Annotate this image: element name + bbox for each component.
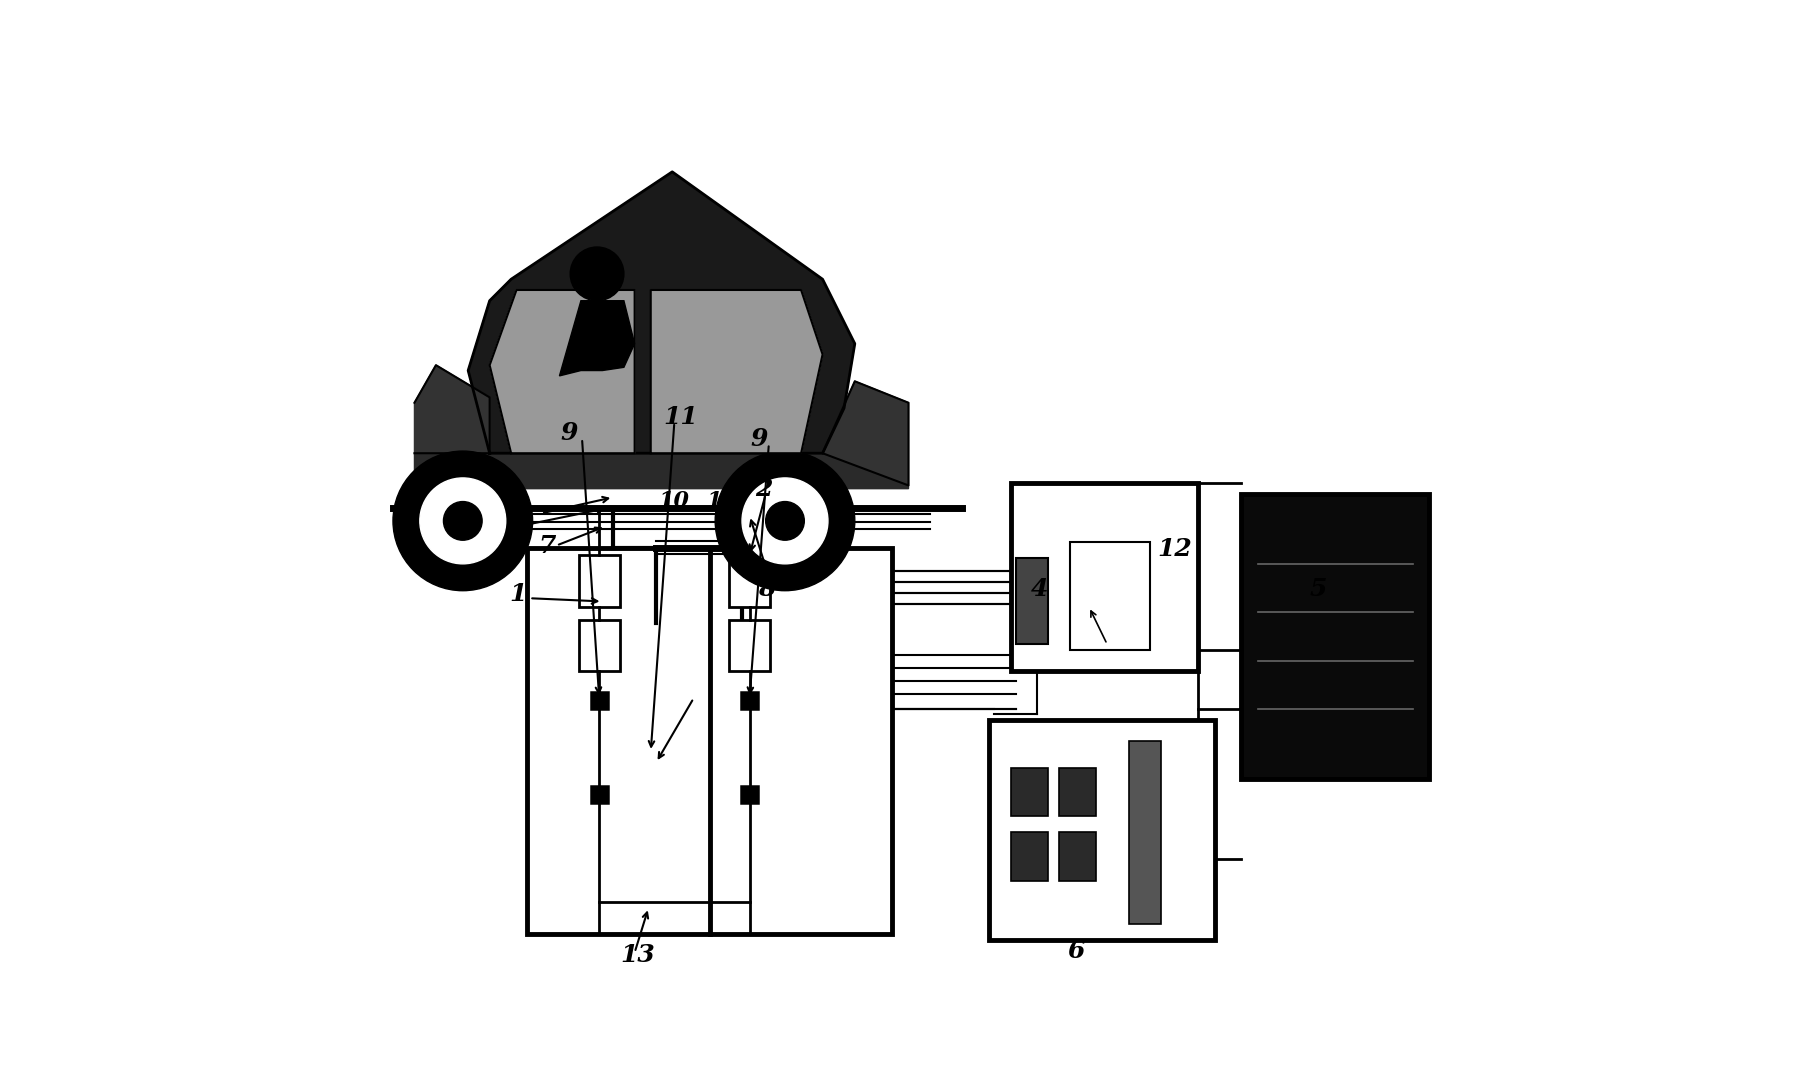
Bar — [527, 548, 892, 934]
Bar — [580, 555, 620, 607]
Bar — [988, 720, 1214, 940]
Bar — [741, 786, 758, 803]
Circle shape — [571, 247, 623, 301]
Text: 7: 7 — [538, 534, 556, 558]
Text: 12: 12 — [1157, 537, 1192, 562]
Text: 3: 3 — [511, 512, 529, 537]
Text: 13: 13 — [621, 943, 656, 968]
Bar — [1070, 542, 1150, 650]
Circle shape — [443, 502, 482, 540]
Bar — [741, 692, 758, 709]
Bar — [1010, 768, 1048, 816]
Bar — [591, 786, 607, 803]
Text: 5: 5 — [1308, 577, 1326, 601]
Polygon shape — [823, 381, 908, 485]
Text: 4: 4 — [1030, 577, 1048, 601]
Bar — [1241, 494, 1430, 779]
Bar — [1059, 768, 1096, 816]
Bar — [580, 620, 620, 671]
Bar — [729, 620, 770, 671]
Circle shape — [420, 478, 505, 564]
Polygon shape — [469, 172, 854, 453]
Text: 9: 9 — [560, 421, 578, 446]
Polygon shape — [560, 301, 634, 376]
Polygon shape — [414, 449, 908, 489]
Text: 8: 8 — [758, 577, 776, 601]
Polygon shape — [489, 290, 634, 453]
Bar — [1010, 832, 1048, 881]
Text: 10: 10 — [707, 490, 738, 512]
Bar — [1016, 558, 1048, 644]
Circle shape — [741, 478, 829, 564]
Bar — [1128, 741, 1161, 924]
Circle shape — [392, 451, 532, 591]
Text: 11: 11 — [663, 405, 698, 430]
Circle shape — [716, 451, 854, 591]
Bar — [1010, 483, 1199, 671]
Polygon shape — [650, 290, 823, 453]
Bar — [729, 555, 770, 607]
Bar — [1059, 832, 1096, 881]
Bar — [591, 692, 607, 709]
Text: 9: 9 — [750, 426, 769, 451]
Text: 6: 6 — [1067, 939, 1085, 963]
Text: 1: 1 — [509, 582, 527, 607]
Text: 2: 2 — [754, 477, 772, 502]
Polygon shape — [414, 365, 489, 453]
Text: 10: 10 — [658, 490, 689, 512]
Circle shape — [765, 502, 805, 540]
